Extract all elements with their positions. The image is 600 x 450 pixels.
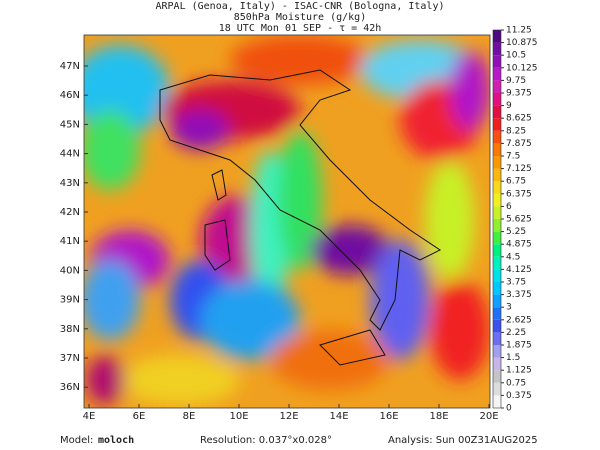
lat-label: 40N	[60, 265, 80, 276]
colorbar-label: 9.75	[506, 76, 526, 86]
colorbar-segment	[493, 118, 501, 131]
colorbar-segment	[493, 80, 501, 93]
colorbar-label: 10.875	[506, 38, 538, 48]
colorbar-label: 7.875	[506, 139, 532, 149]
colorbar-segment	[493, 67, 501, 81]
colorbar-label: 3.375	[506, 290, 532, 300]
colorbar-segment	[493, 269, 501, 282]
lat-label: 44N	[60, 149, 80, 160]
colorbar-segment	[493, 294, 501, 308]
colorbar-segment	[493, 143, 501, 156]
lat-label: 38N	[60, 324, 80, 335]
colorbar-label: 0.375	[506, 391, 532, 401]
colorbar-label: 1.875	[506, 341, 532, 351]
colorbar-label: 9	[506, 101, 512, 111]
colorbar-segment	[493, 181, 501, 194]
lon-label: 10E	[229, 411, 248, 422]
colorbar-segment	[493, 231, 501, 245]
colorbar-label: 3	[506, 303, 512, 313]
colorbar-segment	[493, 156, 501, 169]
colorbar-label: 4.125	[506, 265, 532, 275]
lat-label: 46N	[60, 90, 80, 101]
lon-label: 20E	[479, 411, 498, 422]
colorbar-label: 7.125	[506, 164, 532, 174]
lat-label: 41N	[60, 236, 80, 247]
lat-label: 43N	[60, 178, 80, 189]
colorbar-segment	[493, 168, 501, 182]
moisture-field	[84, 35, 490, 408]
colorbar-label: 10.125	[506, 63, 538, 73]
colorbar-label: 9.375	[506, 89, 532, 99]
colorbar-label: 8.25	[506, 126, 526, 136]
colorbar-segment	[493, 93, 501, 106]
lon-label: 14E	[329, 411, 348, 422]
colorbar-label: 3.75	[506, 278, 526, 288]
colorbar-segment	[493, 256, 501, 270]
footer-resolution: Resolution: 0.037°x0.028°	[200, 435, 332, 446]
colorbar-label: 10.5	[506, 51, 526, 61]
colorbar-segment	[493, 370, 501, 383]
title-line: ARPAL (Genoa, Italy) - ISAC-CNR (Bologna…	[156, 1, 445, 12]
lon-label: 8E	[183, 411, 196, 422]
colorbar-label: 6.375	[506, 189, 532, 199]
colorbar-segment	[493, 307, 501, 320]
lat-label: 42N	[60, 207, 80, 218]
colorbar-segment	[493, 332, 501, 345]
colorbar-segment	[493, 395, 501, 408]
lat-label: 37N	[60, 353, 80, 364]
colorbar-label: 5.625	[506, 215, 532, 225]
colorbar-label: 7.5	[506, 152, 520, 162]
colorbar-segment	[493, 319, 501, 333]
colorbar-label: 2.625	[506, 315, 532, 325]
lat-label: 47N	[60, 61, 80, 72]
footer-model: moloch	[98, 435, 134, 446]
colorbar-label: 4.875	[506, 240, 532, 250]
lon-label: 4E	[83, 411, 96, 422]
lon-label: 18E	[429, 411, 448, 422]
map-frame	[83, 34, 491, 409]
colorbar-label: 6.75	[506, 177, 526, 187]
footer-label: Model:	[60, 435, 93, 446]
colorbar-label: 1.5	[506, 353, 520, 363]
lat-label: 45N	[60, 119, 80, 130]
colorbar-segment	[493, 130, 501, 144]
colorbar-label: 5.25	[506, 227, 526, 237]
colorbar-label: 6	[506, 202, 512, 212]
colorbar-segment	[493, 282, 501, 295]
colorbar-label: 4.5	[506, 252, 520, 262]
colorbar-segment	[493, 55, 501, 68]
colorbar-label: 2.25	[506, 328, 526, 338]
colorbar-segment	[493, 206, 501, 219]
colorbar-label: 8.625	[506, 114, 532, 124]
footer-analysis: Analysis: Sun 00Z31AUG2025	[388, 435, 538, 446]
colorbar-label: 11.25	[506, 26, 532, 36]
lon-label: 6E	[133, 411, 146, 422]
colorbar-segment	[493, 382, 501, 396]
colorbar-segment	[493, 193, 501, 207]
colorbar-segment	[493, 357, 501, 371]
colorbar-label: 1.125	[506, 366, 532, 376]
colorbar-label: 0.75	[506, 378, 526, 388]
title-line: 18 UTC Mon 01 SEP - τ = 42h	[219, 23, 382, 34]
colorbar-segment	[493, 244, 501, 257]
colorbar-segment	[493, 345, 501, 358]
lat-label: 39N	[60, 295, 80, 306]
colorbar-label: 0	[506, 404, 512, 414]
colorbar-segment	[493, 105, 501, 119]
colorbar-segment	[493, 219, 501, 232]
colorbar-segment	[493, 30, 501, 43]
lat-label: 36N	[60, 382, 80, 393]
lon-label: 16E	[379, 411, 398, 422]
lon-label: 12E	[279, 411, 298, 422]
title-line: 850hPa Moisture (g/kg)	[234, 12, 366, 23]
colorbar-segment	[493, 42, 501, 56]
